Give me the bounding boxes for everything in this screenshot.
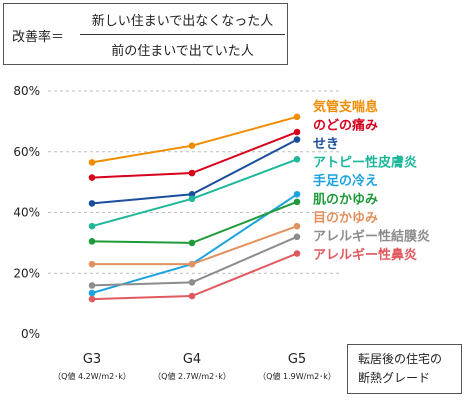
- series-9: [88, 250, 301, 303]
- legend-label: せき: [313, 137, 339, 152]
- data-point: [293, 222, 301, 230]
- data-point: [188, 169, 196, 177]
- y-tick-label: 20%: [13, 266, 40, 280]
- data-point: [88, 238, 96, 245]
- data-point: [188, 142, 196, 149]
- series-3: [88, 136, 301, 207]
- insulation-grade-line-2: 断熱グレード: [358, 371, 431, 385]
- formula-fraction-bar: [80, 34, 285, 35]
- series-line: [91, 252, 298, 301]
- data-point: [293, 250, 301, 257]
- formula-box: 改善率＝ 新しい住まいで出なくなった人 前の住まいで出ていた人: [3, 3, 288, 65]
- x-tick-label: G5: [288, 352, 306, 367]
- series-2: [88, 128, 301, 181]
- series-4: [88, 156, 301, 230]
- legend-label: アレルギー性鼻炎: [313, 247, 417, 263]
- insulation-grade-box: 転居後の住宅の 断熱グレード: [347, 344, 462, 394]
- data-point: [188, 260, 196, 268]
- y-axis-ticks: 0% 20% 40% 60% 80%: [13, 84, 40, 341]
- legend-label: 気管支喘息: [313, 99, 378, 115]
- data-point: [188, 279, 196, 286]
- data-point: [88, 174, 96, 181]
- legend-label: アトピー性皮膚炎: [313, 155, 417, 171]
- y-tick-label: 80%: [13, 84, 40, 98]
- data-point: [293, 128, 301, 136]
- insulation-grade-line-1: 転居後の住宅の: [358, 352, 443, 366]
- data-point: [293, 136, 301, 143]
- grid-lines: [48, 90, 340, 274]
- legend-label: のどの痛み: [313, 118, 378, 134]
- data-point: [88, 289, 96, 297]
- data-point: [293, 156, 301, 163]
- legend: 気管支喘息のどの痛みせきアトピー性皮膚炎手足の冷え肌のかゆみ目のかゆみアレルギー…: [313, 99, 430, 263]
- x-tick-label: G4: [183, 352, 201, 367]
- x-axis-ticks: G3 （Q値 4.2W/m2･k） G4 （Q値 2.7W/m2･k） G5 （Q値 1.…: [53, 352, 336, 381]
- formula-label: 改善率＝: [12, 30, 65, 45]
- data-point: [188, 195, 196, 203]
- data-point: [188, 239, 196, 247]
- series-lines: [88, 113, 301, 303]
- series-6: [88, 198, 301, 247]
- x-tick-sublabel: （Q値 2.7W/m2･k）: [153, 371, 231, 381]
- data-point: [293, 233, 301, 241]
- legend-label: 手足の冷え: [313, 173, 378, 189]
- data-point: [88, 282, 96, 289]
- x-tick-sublabel: （Q値 1.9W/m2･k）: [258, 371, 336, 381]
- y-tick-label: 0%: [21, 327, 40, 341]
- x-tick-label: G3: [83, 352, 101, 367]
- legend-label: 肌のかゆみ: [313, 193, 378, 208]
- data-point: [293, 198, 301, 206]
- data-point: [88, 260, 96, 268]
- x-tick-sublabel: （Q値 4.2W/m2･k）: [53, 371, 131, 381]
- data-point: [88, 295, 96, 303]
- series-7: [88, 222, 301, 268]
- legend-label: 目のかゆみ: [313, 211, 378, 226]
- y-tick-label: 60%: [13, 145, 40, 159]
- series-1: [88, 113, 301, 166]
- data-point: [88, 159, 96, 166]
- data-point: [88, 200, 96, 207]
- formula-denominator: 前の住まいで出ていた人: [111, 44, 254, 59]
- data-point: [188, 190, 196, 198]
- series-line: [92, 225, 298, 266]
- y-tick-label: 40%: [13, 206, 40, 220]
- series-8: [88, 233, 301, 289]
- legend-label: アレルギー性結膜炎: [313, 229, 430, 245]
- data-point: [293, 113, 301, 121]
- data-point: [88, 222, 96, 230]
- data-point: [188, 292, 196, 300]
- formula-numerator: 新しい住まいで出なくなった人: [91, 14, 274, 29]
- data-point: [293, 190, 301, 198]
